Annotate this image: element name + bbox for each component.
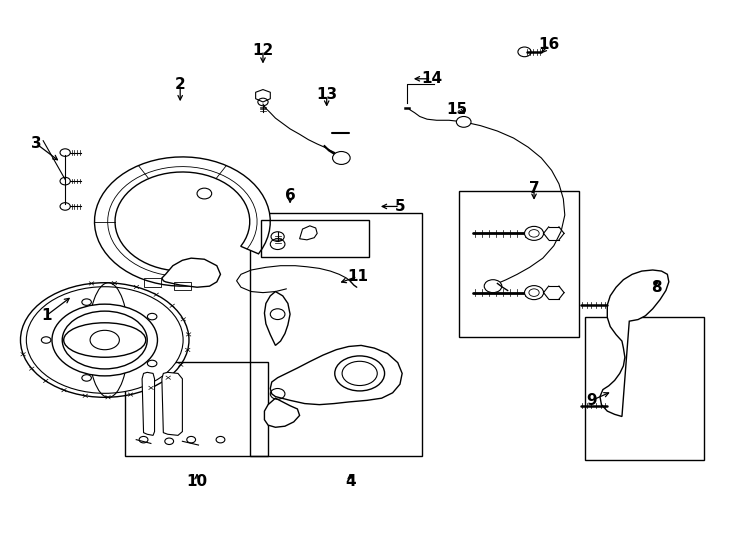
Text: 9: 9 [586, 393, 597, 408]
Polygon shape [264, 398, 299, 427]
Polygon shape [255, 90, 270, 102]
Circle shape [484, 280, 502, 293]
Polygon shape [95, 157, 270, 286]
Polygon shape [299, 226, 317, 240]
Text: 10: 10 [186, 474, 208, 489]
Ellipse shape [21, 283, 189, 397]
Text: 7: 7 [528, 181, 539, 195]
Ellipse shape [41, 337, 51, 343]
Text: 1: 1 [41, 308, 51, 323]
Text: 11: 11 [347, 269, 368, 284]
Text: 16: 16 [538, 37, 559, 52]
Text: 13: 13 [316, 87, 337, 103]
Bar [144, 278, 161, 287]
Text: 4: 4 [345, 474, 355, 489]
Circle shape [525, 286, 544, 300]
Ellipse shape [62, 311, 148, 369]
Bar [173, 282, 191, 291]
Text: 12: 12 [252, 43, 274, 58]
Bar [250, 213, 422, 456]
Ellipse shape [335, 356, 385, 391]
Polygon shape [162, 258, 220, 287]
Text: 15: 15 [446, 102, 467, 117]
Ellipse shape [64, 323, 146, 357]
Polygon shape [270, 346, 402, 404]
Bar [261, 220, 369, 256]
Polygon shape [142, 373, 155, 435]
Ellipse shape [26, 287, 183, 393]
Bar [459, 191, 579, 338]
Text: 3: 3 [31, 136, 41, 151]
Ellipse shape [148, 313, 157, 320]
Text: 5: 5 [395, 199, 405, 214]
Text: 2: 2 [175, 77, 186, 92]
Text: 8: 8 [651, 280, 661, 295]
Text: 6: 6 [285, 188, 296, 203]
Ellipse shape [148, 360, 157, 367]
Bar [126, 362, 268, 456]
Ellipse shape [90, 330, 120, 350]
Ellipse shape [52, 304, 158, 376]
Circle shape [525, 226, 544, 240]
Ellipse shape [82, 299, 91, 305]
Circle shape [457, 117, 471, 127]
Polygon shape [162, 373, 182, 435]
Text: 14: 14 [421, 71, 442, 86]
Bar [585, 317, 704, 460]
Ellipse shape [82, 375, 91, 381]
Polygon shape [600, 270, 669, 416]
Circle shape [333, 152, 350, 165]
Polygon shape [264, 292, 290, 346]
